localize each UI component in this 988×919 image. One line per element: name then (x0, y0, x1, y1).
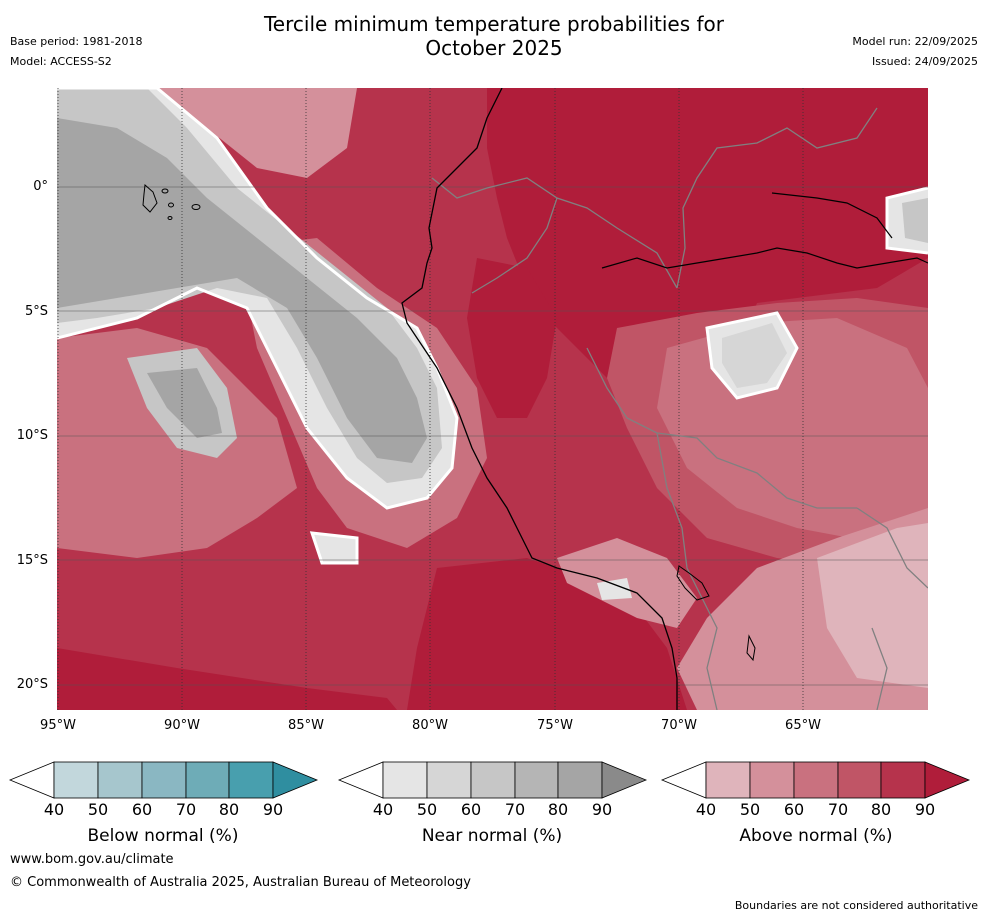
near-80-region-sw (147, 368, 222, 438)
title-line-2: October 2025 (425, 36, 563, 60)
near-40-region-south (597, 578, 632, 600)
colorbar-tick: 80 (218, 800, 240, 819)
galapagos-islands (142, 183, 201, 220)
above-90-region-sw (57, 648, 397, 710)
colorbar-tick: 80 (870, 800, 892, 819)
footer-url[interactable]: www.bom.gov.au/climate (10, 852, 174, 867)
lon-label: 70°W (661, 718, 697, 733)
above-40-region-se (817, 523, 928, 688)
contour-line-east (705, 311, 799, 400)
base-period: Base period: 1981-2018 (10, 35, 143, 48)
colorbar-title-below: Below normal (%) (87, 826, 239, 846)
colorbar-near (337, 761, 648, 799)
colorbars (8, 761, 971, 799)
model-name: Model: ACCESS-S2 (10, 55, 112, 68)
colorbar-tick: 60 (783, 800, 805, 819)
above-90-region-peru (467, 258, 557, 418)
meta-left: Base period: 1981-2018 Model: ACCESS-S2 (10, 32, 142, 72)
lon-label: 80°W (412, 718, 448, 733)
colorbar-tick: 70 (175, 800, 197, 819)
lat-label: 0° (33, 179, 48, 194)
issued-date: Issued: 24/09/2025 (871, 55, 978, 68)
colorbar-tick: 90 (262, 800, 284, 819)
lon-label: 75°W (537, 718, 573, 733)
country-borders (431, 107, 928, 710)
near-50-region-east (722, 323, 787, 388)
lon-label: 85°W (288, 718, 324, 733)
colorbar-tick: 70 (827, 800, 849, 819)
colorbar-tick: 70 (504, 800, 526, 819)
lat-label: 15°S (16, 553, 48, 568)
above-50-region-nw (147, 88, 357, 178)
lon-label: 90°W (164, 718, 200, 733)
river-north (771, 192, 893, 239)
near-40-region-bay (312, 533, 357, 563)
coastline (401, 88, 678, 710)
chart-title: Tercile minimum temperature probabilitie… (0, 12, 988, 60)
colorbar-tick: 90 (914, 800, 936, 819)
colorbar-below (8, 761, 319, 799)
title-line-1: Tercile minimum temperature probabilitie… (263, 12, 725, 36)
near-60-region-ne (902, 198, 928, 243)
contour-line-bay (309, 531, 359, 565)
colorbar-tick: 90 (591, 800, 613, 819)
colorbar-tick: 60 (460, 800, 482, 819)
colorbar-tick: 40 (695, 800, 717, 819)
colorbar-title-above: Above normal (%) (739, 826, 893, 846)
probability-map (57, 88, 928, 710)
lon-label: 95°W (40, 718, 76, 733)
near-80-region (57, 118, 427, 463)
model-run: Model run: 22/09/2025 (852, 35, 978, 48)
colorbar-tick: 40 (43, 800, 65, 819)
lat-label: 20°S (16, 677, 48, 692)
colorbar-title-near: Near normal (%) (421, 826, 563, 846)
above-90-region-north (487, 88, 928, 388)
colorbar-above (660, 761, 971, 799)
lat-label: 10°S (16, 428, 48, 443)
colorbar-tick: 50 (739, 800, 761, 819)
lake-titicaca (676, 565, 710, 601)
colorbar-tick: 50 (416, 800, 438, 819)
amazon-river (601, 247, 928, 269)
footer-copyright: © Commonwealth of Australia 2025, Austra… (10, 875, 471, 890)
colorbar-tick: 80 (547, 800, 569, 819)
meta-right: Model run: 22/09/2025 Issued: 24/09/2025 (852, 32, 978, 72)
colorbar-tick: 60 (131, 800, 153, 819)
footer-note: Boundaries are not considered authoritat… (734, 899, 978, 912)
lake-poopo (746, 634, 756, 662)
colorbar-tick: 50 (87, 800, 109, 819)
contour-line-ne (885, 186, 928, 255)
lat-label: 5°S (24, 304, 48, 319)
colorbar-tick: 40 (372, 800, 394, 819)
contour-line-west (57, 88, 459, 510)
lon-label: 65°W (785, 718, 821, 733)
